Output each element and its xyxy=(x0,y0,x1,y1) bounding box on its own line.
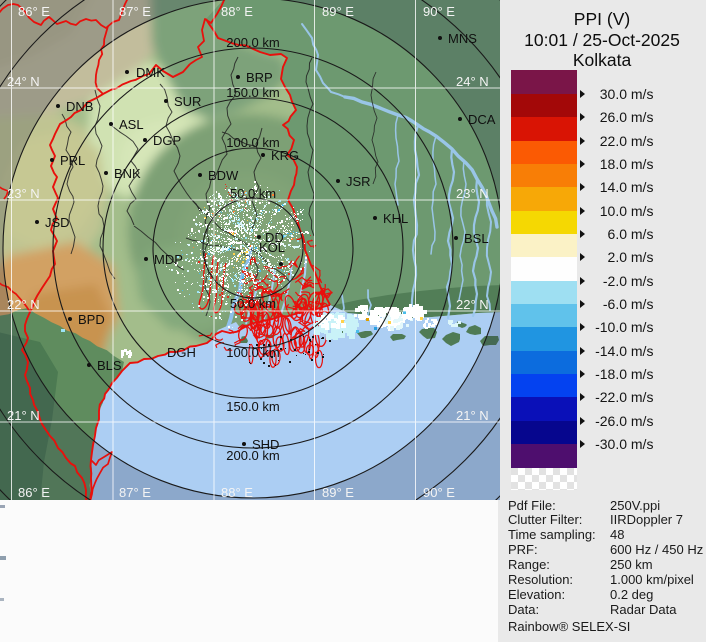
svg-text:DNB: DNB xyxy=(66,99,93,114)
svg-text:87° E: 87° E xyxy=(119,4,151,19)
svg-text:JSD: JSD xyxy=(45,215,70,230)
svg-text:22° N: 22° N xyxy=(456,297,489,312)
svg-text:23° N: 23° N xyxy=(456,186,489,201)
svg-text:SUR: SUR xyxy=(174,94,201,109)
svg-text:89° E: 89° E xyxy=(322,485,354,500)
svg-text:86° E: 86° E xyxy=(18,485,50,500)
svg-text:BLS: BLS xyxy=(97,358,122,373)
svg-text:21° N: 21° N xyxy=(7,408,40,423)
svg-text:SHD: SHD xyxy=(252,437,279,452)
svg-text:24° N: 24° N xyxy=(7,74,40,89)
svg-text:22° N: 22° N xyxy=(7,297,40,312)
svg-text:DGP: DGP xyxy=(153,133,181,148)
svg-text:50.0 km: 50.0 km xyxy=(230,186,276,201)
svg-text:KHL: KHL xyxy=(383,211,408,226)
svg-text:150.0 km: 150.0 km xyxy=(226,399,279,414)
svg-text:50.0 km: 50.0 km xyxy=(230,296,276,311)
svg-text:89° E: 89° E xyxy=(322,4,354,19)
svg-text:DGH: DGH xyxy=(167,345,196,360)
svg-text:100.0 km: 100.0 km xyxy=(226,135,279,150)
svg-text:200.0 km: 200.0 km xyxy=(226,448,279,463)
svg-text:21° N: 21° N xyxy=(456,408,489,423)
svg-text:200.0 km: 200.0 km xyxy=(226,35,279,50)
svg-text:DD: DD xyxy=(265,230,284,245)
svg-text:BPD: BPD xyxy=(78,312,105,327)
svg-text:PRL: PRL xyxy=(60,153,85,168)
svg-text:DMK: DMK xyxy=(136,65,165,80)
svg-text:100.0 km: 100.0 km xyxy=(226,345,279,360)
svg-text:23° N: 23° N xyxy=(7,186,40,201)
svg-text:88° E: 88° E xyxy=(221,4,253,19)
svg-text:JSR: JSR xyxy=(346,174,371,189)
svg-text:90° E: 90° E xyxy=(423,4,455,19)
svg-text:MDP: MDP xyxy=(154,252,183,267)
svg-text:MNS: MNS xyxy=(448,31,477,46)
svg-text:BSL: BSL xyxy=(464,231,489,246)
svg-text:KOL: KOL xyxy=(259,240,285,255)
svg-text:BNK: BNK xyxy=(114,166,141,181)
svg-text:86° E: 86° E xyxy=(18,4,50,19)
svg-text:ASL: ASL xyxy=(119,117,144,132)
svg-text:KRG: KRG xyxy=(271,148,299,163)
svg-text:BRP: BRP xyxy=(246,70,273,85)
svg-text:DCA: DCA xyxy=(468,112,496,127)
svg-text:150.0 km: 150.0 km xyxy=(226,85,279,100)
svg-text:88° E: 88° E xyxy=(221,485,253,500)
svg-text:87° E: 87° E xyxy=(119,485,151,500)
svg-text:90° E: 90° E xyxy=(423,485,455,500)
svg-text:24° N: 24° N xyxy=(456,74,489,89)
svg-text:BDW: BDW xyxy=(208,168,239,183)
